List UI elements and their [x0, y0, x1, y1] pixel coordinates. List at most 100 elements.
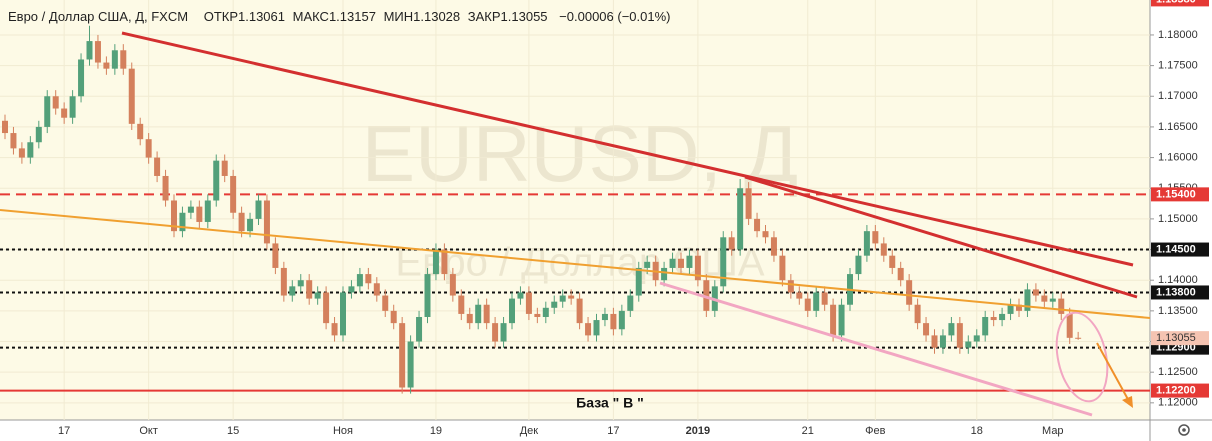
high-label: МАКС: [293, 9, 329, 24]
header: Евро / Доллар США, Д, FXCM ОТКР1.13061 М…: [8, 9, 670, 24]
candle-body: [509, 298, 515, 324]
candle-body: [154, 157, 161, 176]
x-tick-label: 19: [430, 425, 442, 437]
x-tick-label: 18: [971, 425, 983, 437]
candle-body: [204, 200, 211, 222]
candle-body: [221, 160, 228, 176]
candle-body: [973, 335, 980, 342]
candle-body: [103, 62, 110, 69]
candle-body: [373, 283, 380, 296]
candle-body: [289, 286, 296, 296]
candle-body: [61, 108, 68, 118]
low-value: 1.13028: [413, 9, 460, 24]
candle-body: [1016, 304, 1022, 311]
candle-body: [323, 292, 330, 324]
candle-body: [855, 255, 862, 275]
candle-body: [196, 206, 203, 222]
low-label: МИН: [384, 9, 414, 24]
candle-body: [1024, 289, 1031, 311]
candle-body: [255, 200, 262, 219]
candle-body: [492, 323, 499, 342]
candle-body: [432, 249, 439, 275]
candle-body: [796, 292, 803, 299]
candle-body: [1049, 298, 1056, 302]
candle-body: [737, 188, 744, 250]
candle-body: [923, 323, 930, 336]
candle-body: [44, 96, 51, 127]
candle-body: [872, 231, 879, 244]
candle-body: [2, 120, 8, 134]
candle-body: [69, 96, 76, 118]
candle-body: [137, 123, 144, 140]
open-value: 1.13061: [238, 9, 285, 24]
candle-body: [382, 295, 389, 311]
candle-body: [534, 313, 541, 317]
x-tick-label: 17: [607, 425, 619, 437]
annotation: База " В ": [576, 395, 644, 411]
candle-body: [1032, 289, 1039, 296]
level-tag: [1151, 285, 1209, 300]
level-label: 1.12200: [1156, 384, 1196, 396]
gear-center[interactable]: [1182, 428, 1186, 432]
candle-body: [745, 188, 752, 219]
candle-body: [525, 292, 532, 314]
candle-body: [263, 200, 270, 244]
grid: [0, 0, 1150, 420]
trend-line: [121, 31, 1134, 267]
candle-body: [441, 249, 448, 275]
level-label: 1.13800: [1156, 286, 1196, 298]
candle-body: [213, 160, 220, 201]
change: −0.00006 (−0.01%): [559, 9, 670, 24]
candle-body: [990, 316, 997, 321]
levels: [0, 193, 1150, 392]
candles: [2, 25, 1082, 394]
candle-body: [475, 304, 482, 324]
x-tick-label: 2019: [686, 425, 710, 437]
price-label: 1.13055: [1156, 332, 1196, 344]
candle-body: [1041, 295, 1048, 302]
candle-body: [939, 335, 946, 348]
highlight-ellipse: [1055, 311, 1109, 403]
x-tick-label: Мар: [1042, 425, 1064, 437]
candle-body: [449, 274, 456, 296]
gear[interactable]: [1178, 424, 1190, 436]
y-tick-label: 1.17500: [1158, 60, 1198, 72]
candle-body: [559, 295, 566, 302]
candle-body: [111, 50, 118, 69]
candle-body: [635, 267, 642, 296]
candle-body: [340, 292, 346, 336]
candle-body: [914, 304, 921, 324]
candle-body: [703, 280, 710, 311]
candle-body: [1075, 337, 1082, 339]
symbol-title: Евро / Доллар США, Д, FXCM: [8, 9, 188, 24]
candle-body: [661, 267, 668, 281]
candle-body: [770, 237, 777, 256]
candle-body: [407, 341, 414, 388]
candle-body: [948, 323, 955, 336]
candle-body: [931, 335, 938, 348]
candle-body: [1058, 298, 1065, 314]
candle-body: [779, 255, 786, 281]
close-label: ЗАКР: [468, 9, 501, 24]
candle-body: [424, 274, 431, 317]
watermark-subtitle: Евро / Доллар США: [395, 241, 765, 285]
candle-body: [458, 295, 465, 314]
candle-body: [694, 255, 701, 281]
settings-icon[interactable]: [1178, 424, 1190, 436]
candle-body: [593, 320, 600, 336]
candle-body: [297, 280, 304, 287]
candle-body: [517, 292, 524, 299]
candle-body: [813, 292, 820, 311]
x-tick-label: 17: [58, 425, 70, 437]
candle-body: [999, 313, 1006, 321]
candle-body: [728, 237, 735, 250]
candle-body: [247, 218, 254, 232]
candle-body: [500, 323, 507, 342]
trend-line: [744, 175, 1138, 299]
candle-body: [542, 307, 549, 317]
candle-body: [965, 341, 972, 348]
candle-body: [348, 286, 355, 293]
x-tick-label: 21: [802, 425, 814, 437]
candle-body: [10, 133, 17, 149]
candle-body: [86, 41, 93, 60]
